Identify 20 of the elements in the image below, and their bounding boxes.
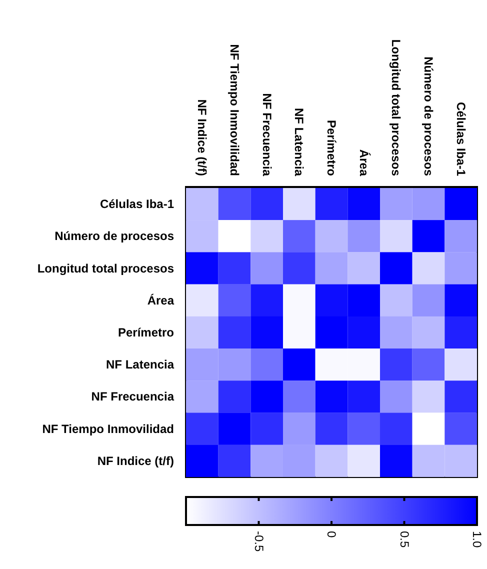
x-tick-label: NF Latencia (292, 108, 306, 176)
y-tick-label: Área (147, 293, 174, 308)
y-tick-label: NF Indice (t/f) (97, 454, 174, 468)
y-tick-label: Células Iba-1 (100, 197, 174, 212)
x-tick-label: Área (356, 149, 371, 176)
y-tick-label: Número de procesos (54, 229, 174, 244)
color-bar-label: 0 (324, 531, 338, 538)
x-tick-label: Perímetro (324, 120, 338, 176)
y-tick-label: NF Tiempo Inmovilidad (42, 422, 174, 436)
x-tick-label: Células Iba-1 (454, 102, 468, 176)
y-tick-label: Perímetro (118, 326, 174, 340)
color-bar-label: 1.0 (470, 531, 484, 548)
color-bar-label: 0.5 (397, 531, 412, 548)
x-tick-label: NF Frecuencia (260, 93, 274, 176)
x-tick-label: Número de procesos (422, 56, 436, 176)
y-tick-label: Longitud total procesos (37, 261, 174, 276)
x-tick-label: Longitud total procesos (389, 39, 404, 176)
y-tick-label: NF Frecuencia (91, 390, 174, 404)
color-bar-label: -0.5 (252, 531, 266, 552)
y-tick-label: NF Latencia (106, 358, 174, 372)
